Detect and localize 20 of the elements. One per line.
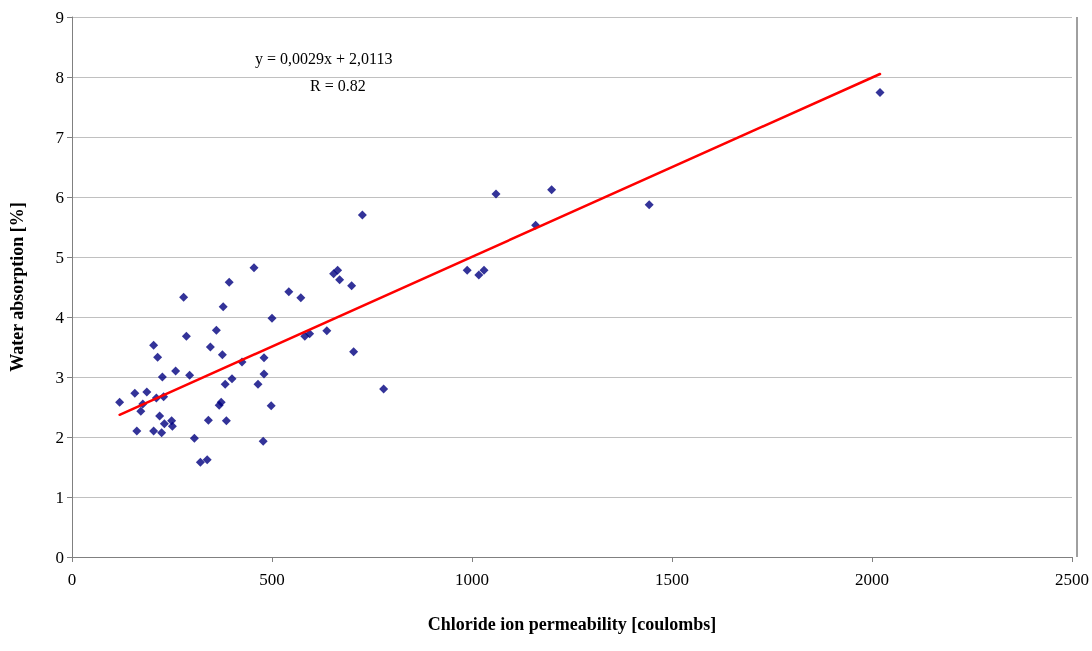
x-tick-label: 0 xyxy=(67,570,77,589)
y-axis-title: Water absorption [%] xyxy=(7,202,27,372)
y-tick-label: 3 xyxy=(55,367,64,387)
annotation: y = 0,0029x + 2,0113 xyxy=(255,49,393,68)
y-tick-label: 0 xyxy=(55,547,64,567)
y-tick-label: 9 xyxy=(55,7,64,27)
y-tick-label: 4 xyxy=(55,307,65,327)
y-tick-label: 2 xyxy=(55,427,64,447)
x-tick-label: 2500 xyxy=(1055,570,1089,589)
x-tick-label: 2000 xyxy=(855,570,889,589)
y-tick-label: 5 xyxy=(55,247,64,267)
x-tick-label: 1000 xyxy=(455,570,489,589)
y-tick-label: 6 xyxy=(55,187,64,207)
x-axis-title: Chloride ion permeability [coulombs] xyxy=(427,614,717,634)
x-tick-label: 1500 xyxy=(655,570,689,589)
annotation: R = 0.82 xyxy=(310,76,366,94)
y-tick-label: 1 xyxy=(55,487,64,507)
y-tick-label: 7 xyxy=(55,127,65,147)
y-tick-label: 8 xyxy=(55,67,64,87)
x-tick-label: 500 xyxy=(259,570,285,589)
